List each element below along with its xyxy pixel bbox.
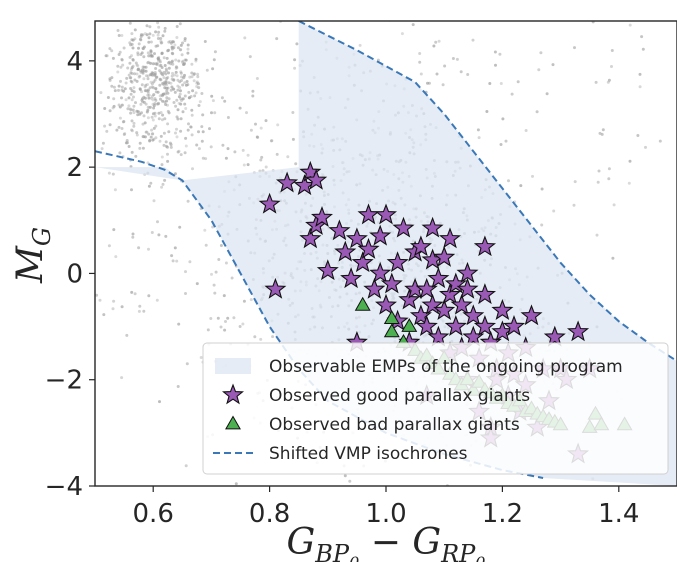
good-giant-point (357, 237, 380, 259)
good-giant-point (351, 251, 374, 273)
legend: Observable EMPs of the ongoing program Ob… (202, 342, 669, 475)
legend-label: Observed good parallax giants (269, 386, 530, 406)
legend-marker-band (215, 358, 251, 374)
good-giant-point (311, 206, 333, 227)
good-giant-point (456, 277, 479, 299)
good-giant-point (409, 235, 432, 257)
good-giant-point (444, 315, 467, 336)
isochrone-lower (298, 21, 677, 362)
legend-label: Observable EMPs of the ongoing program (269, 357, 623, 377)
good-giant-point (392, 216, 415, 238)
x-tick-label: 0.8 (249, 499, 290, 529)
good-giant-point (369, 224, 392, 246)
y-tick-label: −4 (45, 472, 83, 502)
y-tick-label: 4 (66, 47, 83, 77)
good-giant-point (427, 267, 450, 289)
good-giant-point (380, 272, 403, 294)
bad-giant-point (401, 318, 418, 332)
legend-label: Shifted VMP isochrones (269, 444, 468, 464)
good-giant-point (456, 261, 479, 283)
good-giant-point (427, 325, 450, 347)
good-giant-point (503, 315, 526, 336)
good-giant-point (473, 315, 497, 336)
good-giant-point (473, 235, 497, 257)
good-giant-point (439, 227, 461, 249)
legend-marker-star (222, 383, 244, 405)
good-giant-point (369, 261, 392, 283)
good-giant-point (363, 277, 386, 299)
good-giant-point (334, 240, 357, 262)
good-giant-point (328, 219, 351, 241)
good-giant-point (375, 293, 397, 315)
legend-marker-triangle (225, 415, 241, 430)
good-giant-point (520, 304, 543, 326)
good-giant-point (305, 168, 328, 190)
good-giant-point (439, 283, 461, 305)
good-giant-point (566, 320, 590, 342)
good-giant-point (473, 283, 497, 305)
good-giant-point (275, 171, 299, 193)
x-tick-label: 0.6 (133, 499, 174, 529)
good-giant-point (421, 293, 444, 315)
good-giant-point (433, 299, 456, 320)
axis-ticks: 0.6 0.8 1.0 1.2 1.4 −4 −2 0 2 4 (45, 47, 640, 529)
good-giant-point (491, 299, 514, 320)
legend-label: Observed bad parallax giants (269, 415, 520, 435)
good-giant-point (543, 325, 566, 347)
y-tick-label: −2 (45, 366, 83, 396)
x-tick-label: 1.2 (482, 499, 523, 529)
good-giant-point (299, 227, 322, 249)
legend-box (202, 342, 669, 475)
good-giant-point (421, 216, 444, 238)
x-axis-label: GBP0 − GRP0 (287, 522, 486, 562)
good-giant-point (316, 259, 339, 281)
good-giant-point (450, 293, 473, 315)
good-giant-point (386, 251, 409, 273)
good-giant-point (340, 267, 363, 289)
y-tick-label: 2 (66, 153, 83, 183)
bad-giant-point (383, 323, 400, 338)
good-giant-point (258, 192, 281, 214)
good-giant-point (345, 227, 368, 249)
good-giant-point (264, 277, 287, 299)
x-tick-label: 1.0 (365, 499, 406, 529)
good-giant-point (398, 288, 421, 310)
bad-giant-point (354, 296, 371, 311)
good-giant-point (375, 203, 397, 225)
good-giant-point (433, 245, 456, 267)
y-tick-label: 0 (66, 259, 83, 289)
x-tick-label: 1.4 (598, 499, 639, 529)
y-axis-label: MG (10, 227, 56, 284)
good-giant-point (462, 304, 485, 326)
good-giant-point (415, 315, 438, 336)
